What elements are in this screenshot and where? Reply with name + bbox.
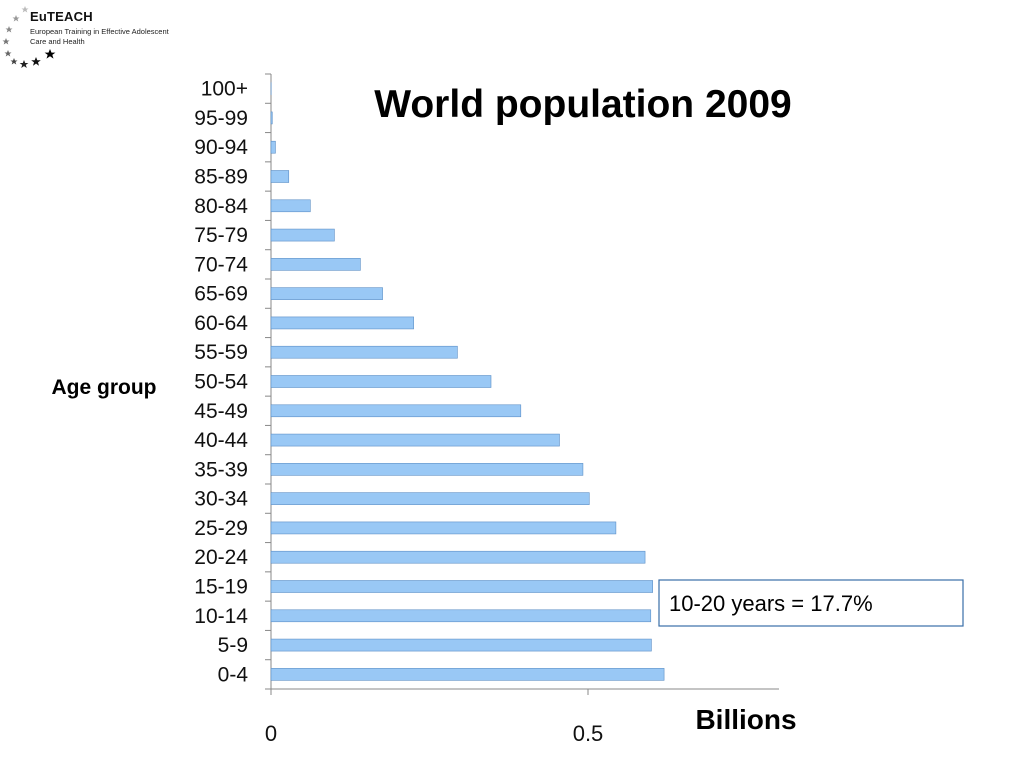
y-tick-label-65-69: 65-69 — [194, 283, 248, 306]
bar-80-84 — [270, 199, 311, 213]
x-tick-label-0.5: 0.5 — [573, 721, 604, 746]
bar-40-44 — [270, 433, 560, 447]
bar-20-24 — [270, 550, 646, 564]
y-tick-label-85-89: 85-89 — [194, 166, 248, 189]
y-tick-label-75-79: 75-79 — [194, 224, 248, 247]
y-tick-label-80-84: 80-84 — [194, 195, 248, 218]
y-tick-label-30-34: 30-34 — [194, 488, 248, 511]
y-tick-label-55-59: 55-59 — [194, 341, 248, 364]
logo-subtitle-line1: European Training in Effective Adolescen… — [30, 27, 169, 36]
annotation-box — [658, 579, 964, 627]
y-tick-label-10-14: 10-14 — [194, 605, 248, 628]
x-tick-label-0: 0 — [265, 721, 277, 746]
y-tick-label-15-19: 15-19 — [194, 576, 248, 599]
bar-85-89 — [270, 170, 290, 183]
logo-subtitle-line2: Care and Health — [30, 37, 85, 46]
x-axis-label: Billions — [695, 704, 796, 735]
y-tick-label-45-49: 45-49 — [194, 400, 248, 423]
y-tick-label-70-74: 70-74 — [194, 253, 248, 276]
star-arc-icon — [2, 6, 56, 68]
bar-0-4 — [270, 668, 665, 681]
logo-title: EuTEACH — [30, 9, 93, 24]
y-tick-label-40-44: 40-44 — [194, 429, 248, 452]
bars-group — [270, 82, 665, 681]
bar-5-9 — [270, 638, 652, 652]
bar-45-49 — [270, 404, 522, 418]
bar-65-69 — [270, 287, 383, 300]
bar-10-14 — [270, 609, 652, 623]
y-tick-label-25-29: 25-29 — [194, 517, 248, 540]
x-tick-labels: 0 0.5 — [265, 721, 603, 746]
bar-15-19 — [270, 580, 653, 593]
y-axis-label: Age group — [52, 376, 157, 399]
bar-60-64 — [270, 316, 414, 330]
annotation-text: 10-20 years = 17.7% — [669, 591, 873, 616]
euteach-logo: EuTEACH European Training in Effective A… — [0, 0, 180, 75]
y-tick-label-20-24: 20-24 — [194, 546, 248, 569]
chart-title: World population 2009 — [374, 83, 791, 126]
y-tick-label-5-9: 5-9 — [218, 634, 248, 657]
y-tick-label-100+: 100+ — [201, 78, 248, 101]
y-tick-label-60-64: 60-64 — [194, 312, 248, 335]
annotation: 10-20 years = 17.7% — [658, 579, 964, 627]
bar-70-74 — [270, 258, 361, 271]
y-tick-label-0-4: 0-4 — [218, 663, 249, 686]
bar-55-59 — [270, 345, 458, 359]
bar-35-39 — [270, 463, 584, 476]
y-tick-label-95-99: 95-99 — [194, 107, 248, 130]
bar-75-79 — [270, 228, 335, 242]
y-tick-label-35-39: 35-39 — [194, 458, 248, 481]
bar-30-34 — [270, 492, 590, 505]
bar-25-29 — [270, 521, 617, 535]
y-tick-label-90-94: 90-94 — [194, 136, 248, 159]
bar-50-54 — [270, 375, 492, 388]
bar-95-99 — [270, 111, 273, 125]
bar-90-94 — [270, 140, 276, 154]
y-tick-labels: 100+ 95-99 90-94 85-89 80-84 75-79 70-74 65-69 6… — [194, 78, 248, 687]
y-tick-label-50-54: 50-54 — [194, 371, 248, 394]
